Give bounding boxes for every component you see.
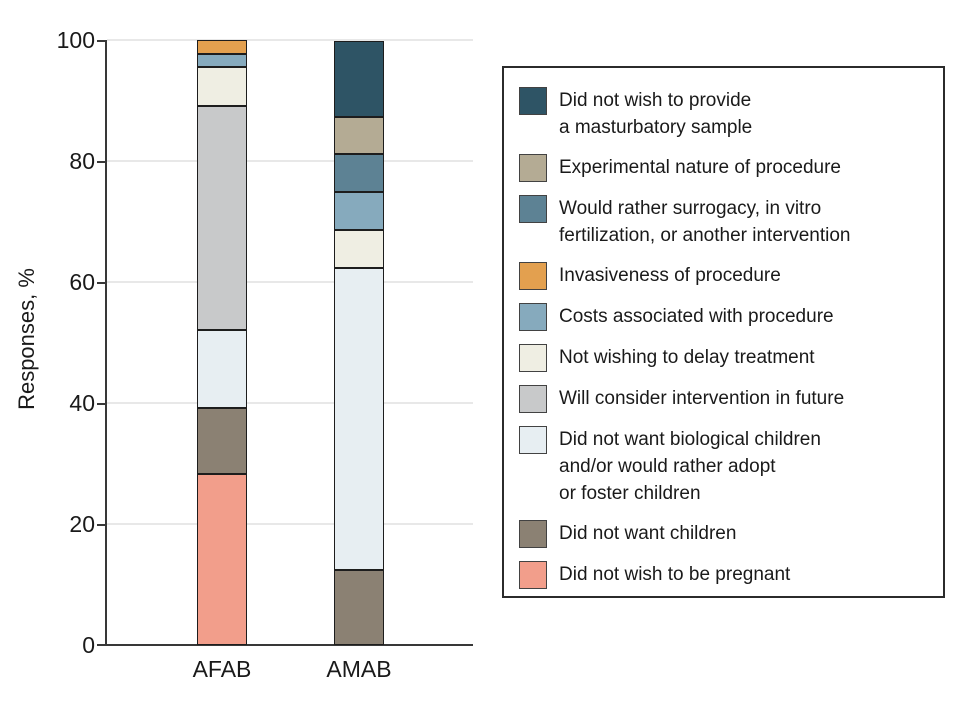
y-tick-0 [97,644,105,646]
y-tick-60 [97,282,105,284]
gridline-100 [107,39,473,41]
y-axis-line [105,40,107,646]
bar-segment-afab [197,106,247,330]
legend-item: Did not wish to provide a masturbatory s… [519,87,935,141]
legend-item: Would rather surrogacy, in vitro fertili… [519,195,935,249]
bar-segment-afab [197,66,247,107]
legend-box: Did not wish to provide a masturbatory s… [502,66,945,598]
bar-afab [197,40,247,645]
y-tick-80 [97,161,105,163]
y-tick-label-100: 100 [56,27,95,53]
legend-label: Would rather surrogacy, in vitro fertili… [559,198,851,246]
gridline-40 [107,402,473,404]
bar-amab [334,40,384,645]
legend-label: Did not want children [559,523,737,544]
x-category-label-amab: AMAB [326,656,392,682]
legend-swatch-delay-treatment [519,344,547,372]
y-tick-label-20: 20 [69,511,95,537]
legend-item: Not wishing to delay treatment [519,344,935,372]
legend-swatch-rather-surrogacy [519,195,547,223]
legend-label: Did not want biological children and/or … [559,429,821,504]
legend-item: Will consider intervention in future [519,385,935,413]
y-tick-label-80: 80 [69,148,95,174]
legend-swatch-consider-future [519,385,547,413]
bar-segment-afab [197,474,247,645]
x-category-label-afab: AFAB [192,656,252,682]
legend-item: Did not wish to be pregnant [519,561,935,589]
legend-swatch-experimental-nature [519,154,547,182]
bar-segment-amab [334,116,384,155]
y-tick-label-0: 0 [82,632,95,658]
y-tick-label-40: 40 [69,390,95,416]
x-axis-line [105,644,473,646]
legend-label: Did not wish to provide a masturbatory s… [559,90,753,138]
legend-label: Invasiveness of procedure [559,265,781,286]
y-tick-100 [97,40,105,42]
gridline-60 [107,281,473,283]
legend-swatch-no-children [519,520,547,548]
y-tick-20 [97,524,105,526]
bar-segment-afab [197,329,247,409]
legend-item: Costs associated with procedure [519,303,935,331]
legend-item: Experimental nature of procedure [519,154,935,182]
y-tick-40 [97,403,105,405]
bar-segment-amab [334,41,384,117]
bar-segment-amab [334,267,384,570]
plot-area [107,40,473,645]
legend-item: Invasiveness of procedure [519,262,935,290]
legend-item: Did not want children [519,520,935,548]
bar-segment-afab [197,53,247,67]
bar-segment-amab [334,192,384,230]
legend-swatch-no-biological-children [519,426,547,454]
bar-segment-afab [197,408,247,475]
legend-swatch-masturbatory-sample [519,87,547,115]
legend-item: Did not want biological children and/or … [519,426,935,507]
legend-swatch-not-pregnant [519,561,547,589]
legend-swatch-invasiveness [519,262,547,290]
bar-segment-amab [334,569,384,645]
bar-segment-amab [334,154,384,192]
legend-label: Experimental nature of procedure [559,157,841,178]
bar-segment-amab [334,229,384,268]
legend-label: Not wishing to delay treatment [559,347,815,368]
y-axis-title: Responses, % [14,268,39,410]
gridline-20 [107,523,473,525]
gridline-80 [107,160,473,162]
legend-swatch-costs [519,303,547,331]
y-tick-label-60: 60 [69,269,95,295]
bar-segment-afab [197,40,247,54]
legend-label: Did not wish to be pregnant [559,564,791,585]
legend-label: Will consider intervention in future [559,388,845,409]
legend-label: Costs associated with procedure [559,306,834,327]
